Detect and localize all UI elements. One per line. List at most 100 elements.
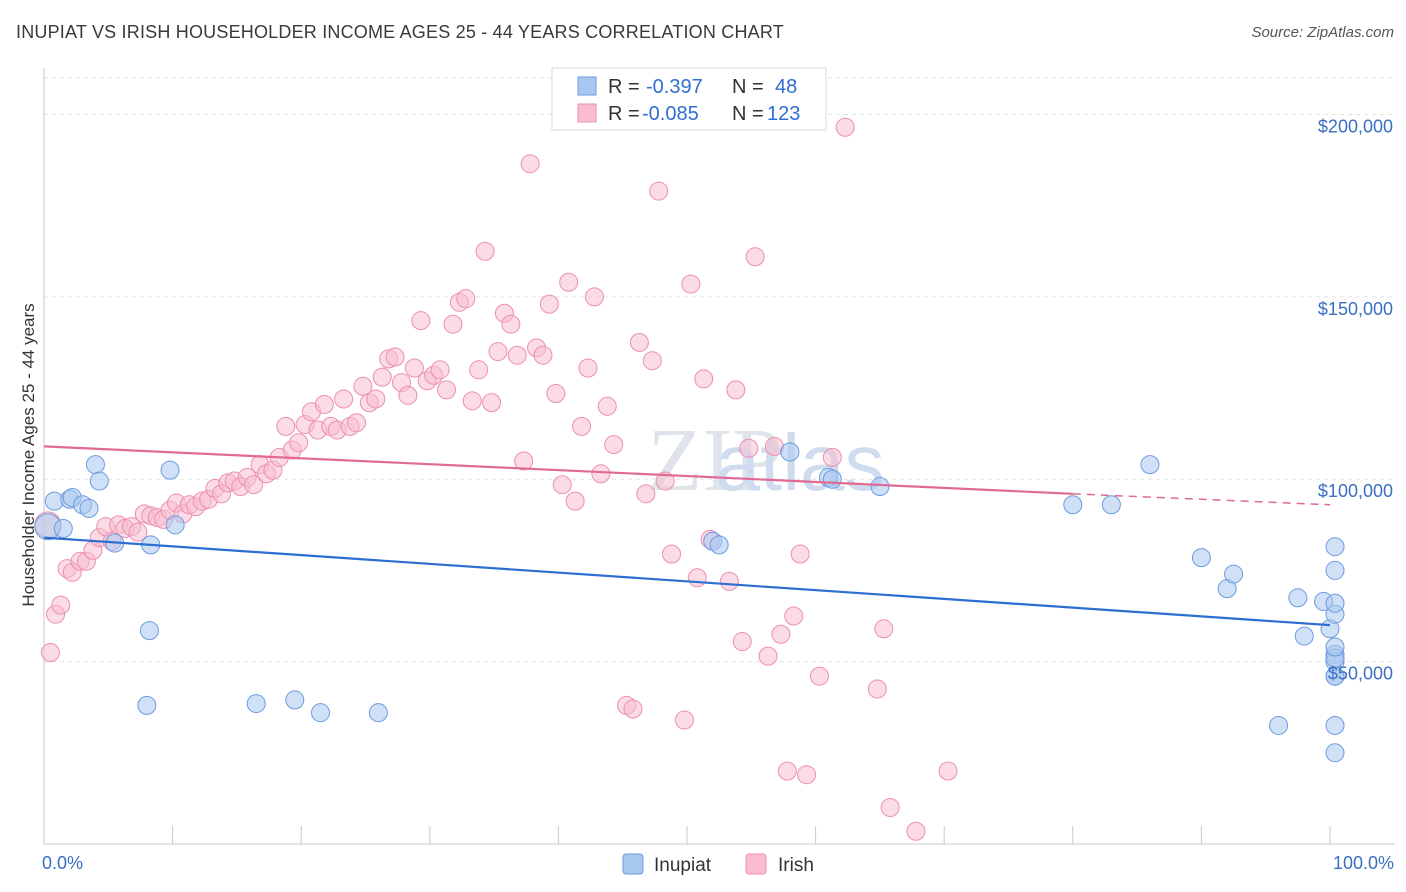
irish-point-80	[552, 475, 572, 495]
irish-trend-line	[43, 445, 1073, 495]
inupiat-point-32	[1288, 588, 1308, 608]
irish-point-75	[520, 154, 540, 174]
irish-point-111	[784, 606, 804, 626]
irish-point-54	[385, 347, 405, 367]
irish-point-120	[906, 821, 926, 841]
x-tick-label-start: 0.0%	[42, 853, 83, 873]
bottom-legend-label-irish: Irish	[778, 855, 814, 876]
irish-point-110	[777, 761, 797, 781]
inupiat-point-18	[368, 703, 388, 723]
irish-point-99	[687, 568, 707, 588]
legend-n-value-irish: 123	[767, 103, 800, 125]
irish-point-85	[584, 287, 604, 307]
watermark: ZIP atlas	[648, 411, 885, 510]
irish-point-63	[443, 314, 463, 334]
inupiat-point-14	[165, 515, 185, 535]
bottom-legend-label-inupiat: Inupiat	[654, 855, 712, 876]
irish-point-73	[507, 345, 527, 365]
irish-point-84	[578, 358, 598, 378]
irish-point-62	[437, 380, 457, 400]
watermark-zip: ZIP	[648, 411, 783, 510]
irish-point-51	[366, 389, 386, 409]
irish-point-72	[501, 314, 521, 334]
inupiat-trend-line	[43, 536, 1331, 627]
irish-point-118	[874, 619, 894, 639]
irish-point-121	[938, 761, 958, 781]
irish-point-61	[430, 360, 450, 380]
legend-n-label-1: N =	[732, 76, 764, 98]
inupiat-point-21	[780, 442, 800, 462]
chart-title: INUPIAT VS IRISH HOUSEHOLDER INCOME AGES…	[16, 22, 784, 42]
irish-point-87	[597, 396, 617, 416]
irish-point-86	[591, 464, 611, 484]
irish-point-97	[674, 710, 694, 730]
irish-point-100	[694, 369, 714, 389]
data-points	[34, 117, 1345, 841]
legend-swatch-irish	[577, 103, 597, 123]
inupiat-point-13	[160, 460, 180, 480]
grid-lines	[44, 77, 1395, 663]
irish-point-107	[758, 646, 778, 666]
irish-point-119	[880, 798, 900, 818]
inupiat-point-24	[870, 477, 890, 497]
inupiat-point-16	[285, 690, 305, 710]
irish-point-14	[128, 522, 148, 542]
inupiat-point-41	[1325, 593, 1345, 613]
irish-point-94	[649, 181, 669, 201]
legend-frame	[551, 67, 827, 131]
inupiat-point-45	[1325, 637, 1345, 657]
irish-point-116	[835, 117, 855, 137]
y-tick-label-3: $200,000	[1318, 116, 1393, 136]
irish-point-37	[276, 416, 296, 436]
irish-point-102	[719, 571, 739, 591]
irish-point-43	[314, 394, 334, 414]
irish-point-32	[244, 475, 264, 495]
irish-point-69	[482, 393, 502, 413]
irish-point-77	[533, 345, 553, 365]
legend-r-value-inupiat: -0.397	[646, 76, 703, 98]
irish-point-91	[629, 332, 649, 352]
irish-point-92	[636, 484, 656, 504]
inupiat-point-37	[1325, 537, 1345, 557]
bottom-legend-swatch-irish	[745, 853, 767, 875]
legend-box: R = -0.397 N = 48 R = -0.085 N = 123	[551, 67, 827, 131]
inupiat-point-23	[822, 469, 842, 489]
inupiat-point-44	[1325, 666, 1345, 686]
y-tick-label-2: $150,000	[1318, 299, 1393, 319]
irish-point-115	[822, 447, 842, 467]
inupiat-point-11	[139, 621, 159, 641]
source-label: Source: ZipAtlas.com	[1251, 24, 1394, 41]
irish-trend-extension	[1072, 493, 1331, 506]
y-axis-title: Householder Income Ages 25 - 44 years	[19, 303, 38, 606]
irish-point-82	[565, 491, 585, 511]
x-tick-label-end: 100.0%	[1333, 853, 1394, 873]
irish-point-88	[604, 435, 624, 455]
irish-point-96	[662, 544, 682, 564]
watermark-atlas: atlas	[716, 418, 885, 507]
inupiat-point-17	[310, 703, 330, 723]
x-tick-labels: 0.0% 100.0%	[42, 853, 1394, 873]
irish-point-67	[469, 360, 489, 380]
y-tick-labels: $50,000 $100,000 $150,000 $200,000	[1318, 116, 1393, 683]
legend-n-value-inupiat: 48	[775, 76, 797, 98]
irish-point-103	[726, 380, 746, 400]
irish-point-83	[572, 416, 592, 436]
inupiat-point-6	[79, 498, 99, 518]
irish-point-113	[797, 765, 817, 785]
irish-point-52	[372, 367, 392, 387]
irish-point-49	[353, 376, 373, 396]
irish-point-106	[745, 247, 765, 267]
trend-lines	[43, 445, 1331, 627]
inupiat-point-31	[1269, 715, 1289, 735]
inupiat-point-2	[53, 518, 73, 538]
irish-point-78	[539, 294, 559, 314]
inupiat-point-39	[1325, 715, 1345, 735]
legend-r-value-irish: -0.085	[642, 103, 699, 125]
inupiat-point-8	[89, 471, 109, 491]
inupiat-point-7	[85, 455, 105, 475]
irish-point-46	[334, 389, 354, 409]
irish-point-93	[642, 351, 662, 371]
irish-point-66	[462, 391, 482, 411]
bottom-legend-swatch-inupiat	[622, 853, 644, 875]
axes	[43, 68, 1395, 845]
